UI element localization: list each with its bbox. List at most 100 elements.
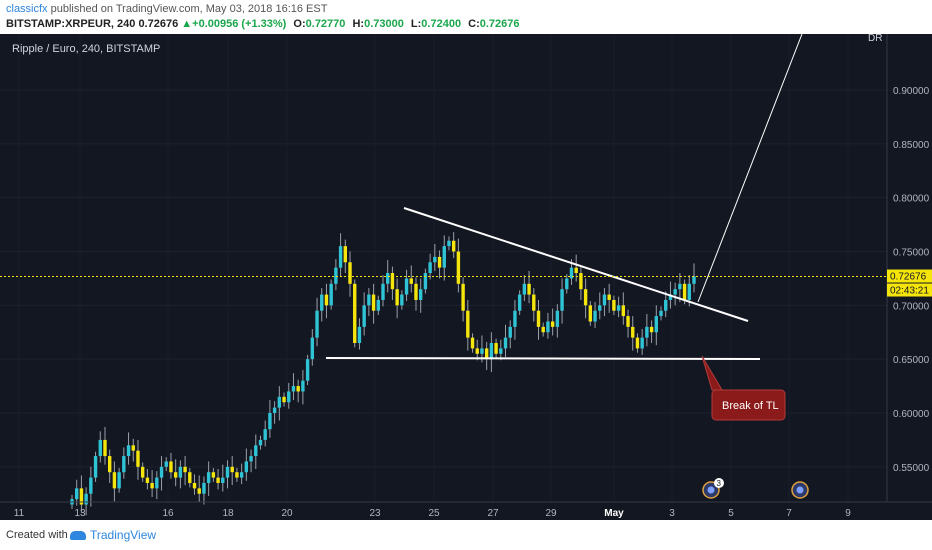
break-callout[interactable]: Break of TL	[701, 355, 786, 421]
candle-body[interactable]	[621, 305, 626, 317]
candle-body[interactable]	[560, 289, 564, 311]
candle-body[interactable]	[287, 391, 291, 403]
candle-body[interactable]	[593, 310, 597, 322]
candle-body[interactable]	[254, 445, 258, 457]
candle-body[interactable]	[230, 466, 234, 473]
candle-body[interactable]	[150, 482, 154, 489]
candle-body[interactable]	[89, 477, 93, 494]
candle-body[interactable]	[480, 348, 484, 354]
candle-body[interactable]	[668, 294, 673, 300]
candle-body[interactable]	[98, 439, 102, 457]
candle-body[interactable]	[536, 310, 541, 327]
candle-body[interactable]	[178, 466, 183, 478]
candle-body[interactable]	[447, 240, 451, 247]
candle-body[interactable]	[140, 466, 145, 478]
candle-body[interactable]	[513, 310, 517, 327]
candle-body[interactable]	[390, 273, 395, 290]
candle-body[interactable]	[451, 240, 456, 252]
candle-body[interactable]	[541, 326, 545, 333]
candle-body[interactable]	[527, 283, 531, 295]
candle-body[interactable]	[602, 294, 607, 306]
candle-body[interactable]	[249, 456, 253, 462]
candle-body[interactable]	[272, 407, 277, 413]
candle-body[interactable]	[508, 326, 512, 338]
candle-body[interactable]	[395, 289, 399, 306]
candle-body[interactable]	[371, 294, 376, 311]
candlestick-chart[interactable]: Ripple / Euro, 240, BITSTAMP DR 0.90000 0…	[0, 34, 932, 520]
candle-body[interactable]	[353, 283, 357, 344]
candle-body[interactable]	[164, 461, 168, 467]
candle-body[interactable]	[291, 386, 296, 392]
candle-body[interactable]	[409, 278, 413, 284]
candle-body[interactable]	[645, 326, 649, 338]
candle-body[interactable]	[107, 456, 112, 473]
candle-body[interactable]	[583, 289, 588, 306]
candle-body[interactable]	[206, 472, 211, 483]
candle-body[interactable]	[687, 283, 691, 300]
candle-body[interactable]	[334, 267, 338, 284]
projection-line[interactable]	[697, 34, 803, 303]
candle-body[interactable]	[103, 439, 107, 457]
candle-body[interactable]	[367, 294, 371, 306]
candle-body[interactable]	[268, 413, 272, 430]
candle-body[interactable]	[428, 262, 432, 274]
candle-body[interactable]	[159, 466, 164, 478]
candle-body[interactable]	[546, 321, 550, 333]
candle-body[interactable]	[338, 246, 343, 268]
candle-body[interactable]	[296, 386, 300, 392]
candle-body[interactable]	[659, 310, 663, 317]
candle-body[interactable]	[122, 456, 126, 473]
candle-body[interactable]	[503, 337, 508, 349]
candle-body[interactable]	[126, 445, 131, 457]
support-line[interactable]	[325, 357, 761, 360]
tradingview-logo[interactable]: TradingView	[70, 528, 156, 542]
candle-body[interactable]	[489, 343, 494, 360]
candle-body[interactable]	[183, 466, 187, 473]
candle-body[interactable]	[692, 276, 696, 284]
candle-body[interactable]	[461, 283, 465, 311]
candle-body[interactable]	[654, 316, 659, 333]
candle-body[interactable]	[263, 429, 267, 440]
candle-body[interactable]	[517, 294, 522, 311]
candle-body[interactable]	[499, 348, 503, 354]
candle-body[interactable]	[145, 477, 150, 483]
candle-body[interactable]	[244, 461, 249, 473]
candle-body[interactable]	[329, 283, 333, 306]
upper-trendline[interactable]	[403, 207, 749, 322]
candle-body[interactable]	[423, 273, 428, 290]
candle-body[interactable]	[466, 310, 470, 338]
candle-body[interactable]	[437, 256, 442, 268]
candle-body[interactable]	[324, 294, 329, 306]
candle-body[interactable]	[362, 305, 366, 327]
candle-body[interactable]	[75, 488, 79, 500]
candle-body[interactable]	[649, 326, 654, 333]
candle-body[interactable]	[282, 396, 286, 403]
chart-area[interactable]: Ripple / Euro, 240, BITSTAMP DR 0.90000 0…	[0, 34, 932, 520]
candle-body[interactable]	[239, 472, 244, 478]
candle-body[interactable]	[598, 305, 602, 311]
candle-body[interactable]	[188, 472, 192, 483]
candle-body[interactable]	[569, 267, 574, 279]
candle-body[interactable]	[522, 283, 527, 295]
candle-body[interactable]	[550, 321, 555, 327]
candle-body[interactable]	[418, 289, 423, 300]
candle-body[interactable]	[607, 294, 611, 300]
candle-body[interactable]	[386, 273, 390, 284]
candle-body[interactable]	[635, 337, 640, 349]
candle-body[interactable]	[258, 439, 263, 446]
candle-body[interactable]	[136, 450, 140, 467]
candle-body[interactable]	[202, 482, 206, 494]
candle-body[interactable]	[470, 337, 475, 349]
candle-body[interactable]	[456, 251, 461, 284]
candle-body[interactable]	[277, 396, 282, 408]
candle-body[interactable]	[131, 445, 135, 451]
candle-body[interactable]	[588, 305, 593, 322]
candle-body[interactable]	[117, 472, 121, 489]
candle-body[interactable]	[211, 472, 216, 478]
event-marker-2[interactable]	[791, 481, 809, 499]
candle-body[interactable]	[357, 326, 362, 344]
candle-body[interactable]	[404, 278, 409, 295]
candle-body[interactable]	[579, 273, 583, 290]
candle-body[interactable]	[84, 493, 88, 505]
candle-body[interactable]	[673, 289, 677, 295]
